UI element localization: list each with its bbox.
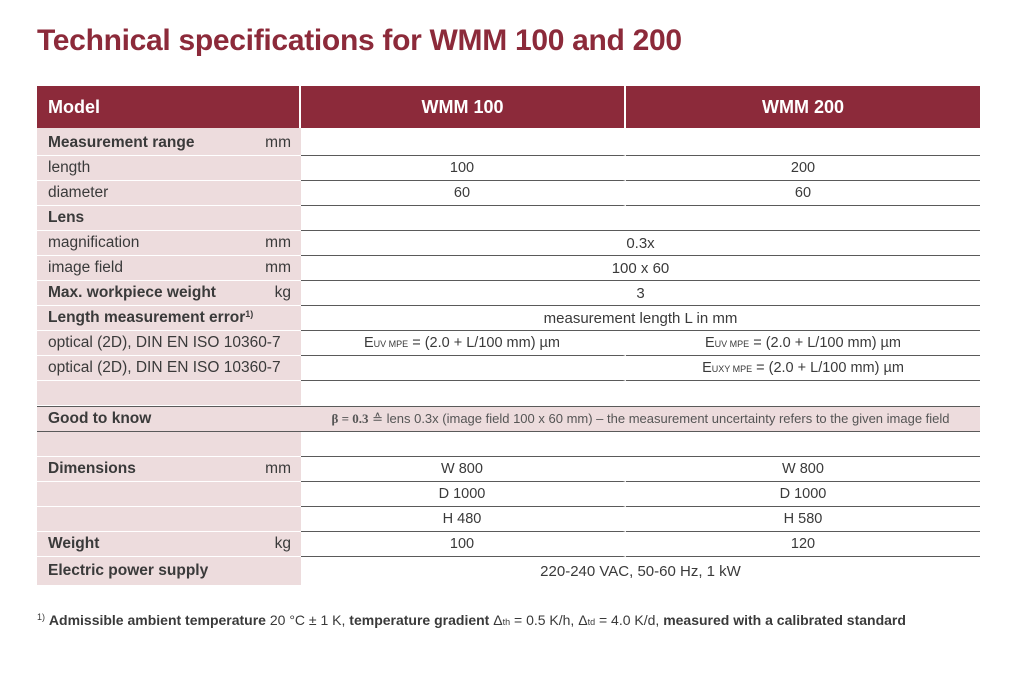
table-row: diameter 60 60 bbox=[37, 181, 980, 206]
table-row: optical (2D), DIN EN ISO 10360-7 EUXY MP… bbox=[37, 356, 980, 381]
table-row: Max. workpiece weight kg 3 bbox=[37, 281, 980, 306]
table-row: H 480 H 580 bbox=[37, 507, 980, 532]
table-row: Measurement range mm bbox=[37, 131, 980, 156]
table-row: D 1000 D 1000 bbox=[37, 482, 980, 507]
row-label-power: Electric power supply bbox=[37, 557, 301, 586]
table-row: image field mm 100 x 60 bbox=[37, 256, 980, 281]
row-label-optical-1: optical (2D), DIN EN ISO 10360-7 bbox=[37, 331, 301, 356]
table-row: Electric power supply 220-240 VAC, 50-60… bbox=[37, 557, 980, 586]
table-header-row: Model WMM 100 WMM 200 bbox=[37, 86, 980, 128]
cell-depth-wmm200: D 1000 bbox=[626, 482, 980, 507]
good-to-know-row: Good to know β = 0.3 ≙ lens 0.3x (image … bbox=[37, 406, 980, 432]
table-row: Length measurement error1) measurement l… bbox=[37, 306, 980, 331]
row-label-dimensions: Dimensions mm bbox=[37, 457, 301, 482]
header-wmm200: WMM 200 bbox=[626, 86, 980, 128]
table-row: Weight kg 100 120 bbox=[37, 532, 980, 557]
cell-good-to-know: β = 0.3 ≙ lens 0.3x (image field 100 x 6… bbox=[301, 406, 980, 432]
row-label-lens: Lens bbox=[37, 206, 301, 231]
cell-depth-wmm100: D 1000 bbox=[301, 482, 626, 507]
header-model: Model bbox=[37, 86, 301, 128]
spec-table: Model WMM 100 WMM 200 Measurement range m… bbox=[37, 86, 980, 586]
footnote-marker: 1) bbox=[245, 309, 254, 319]
row-label-diameter: diameter bbox=[37, 181, 301, 206]
cell-image-field: 100 x 60 bbox=[301, 256, 980, 281]
row-label-measurement-range: Measurement range mm bbox=[37, 131, 301, 156]
row-label-length: length bbox=[37, 156, 301, 181]
cell-weight-wmm200: 120 bbox=[626, 532, 980, 557]
cell-weight-wmm100: 100 bbox=[301, 532, 626, 557]
row-label-weight: Weight kg bbox=[37, 532, 301, 557]
cell-length-wmm100: 100 bbox=[301, 156, 626, 181]
table-row: length 100 200 bbox=[37, 156, 980, 181]
cell-power: 220-240 VAC, 50-60 Hz, 1 kW bbox=[540, 563, 741, 580]
table-row: Lens bbox=[37, 206, 980, 231]
row-label-max-weight: Max. workpiece weight kg bbox=[37, 281, 301, 306]
spacer-row bbox=[37, 432, 980, 457]
cell-optical1-wmm200: EUV MPE = (2.0 + L/100 mm) µm bbox=[626, 331, 980, 356]
row-label-image-field: image field mm bbox=[37, 256, 301, 281]
table-row: magnification mm 0.3x bbox=[37, 231, 980, 256]
cell-length-error: measurement length L in mm bbox=[301, 306, 980, 331]
cell-max-weight: 3 bbox=[301, 281, 980, 306]
row-label-good-to-know: Good to know bbox=[37, 406, 301, 432]
cell-width-wmm200: W 800 bbox=[626, 457, 980, 482]
cell-length-wmm200: 200 bbox=[626, 156, 980, 181]
footnote: 1) Admissible ambient temperature 20 °C … bbox=[37, 612, 906, 628]
row-label-length-error: Length measurement error1) bbox=[37, 306, 301, 331]
table-row: Dimensions mm W 800 W 800 bbox=[37, 457, 980, 482]
page-title: Technical specifications for WMM 100 and… bbox=[37, 24, 682, 57]
cell-diameter-wmm200: 60 bbox=[626, 181, 980, 206]
table-row: optical (2D), DIN EN ISO 10360-7 EUV MPE… bbox=[37, 331, 980, 356]
header-wmm100: WMM 100 bbox=[301, 86, 626, 128]
row-label-optical-2: optical (2D), DIN EN ISO 10360-7 bbox=[37, 356, 301, 381]
cell-magnification: 0.3x bbox=[301, 231, 980, 256]
cell-height-wmm200: H 580 bbox=[626, 507, 980, 532]
spacer-row bbox=[37, 381, 980, 406]
row-label-magnification: magnification mm bbox=[37, 231, 301, 256]
cell-diameter-wmm100: 60 bbox=[301, 181, 626, 206]
cell-height-wmm100: H 480 bbox=[301, 507, 626, 532]
cell-optical2-wmm200: EUXY MPE = (2.0 + L/100 mm) µm bbox=[626, 356, 980, 381]
cell-width-wmm100: W 800 bbox=[301, 457, 626, 482]
cell-optical1-wmm100: EUV MPE = (2.0 + L/100 mm) µm bbox=[301, 331, 626, 356]
